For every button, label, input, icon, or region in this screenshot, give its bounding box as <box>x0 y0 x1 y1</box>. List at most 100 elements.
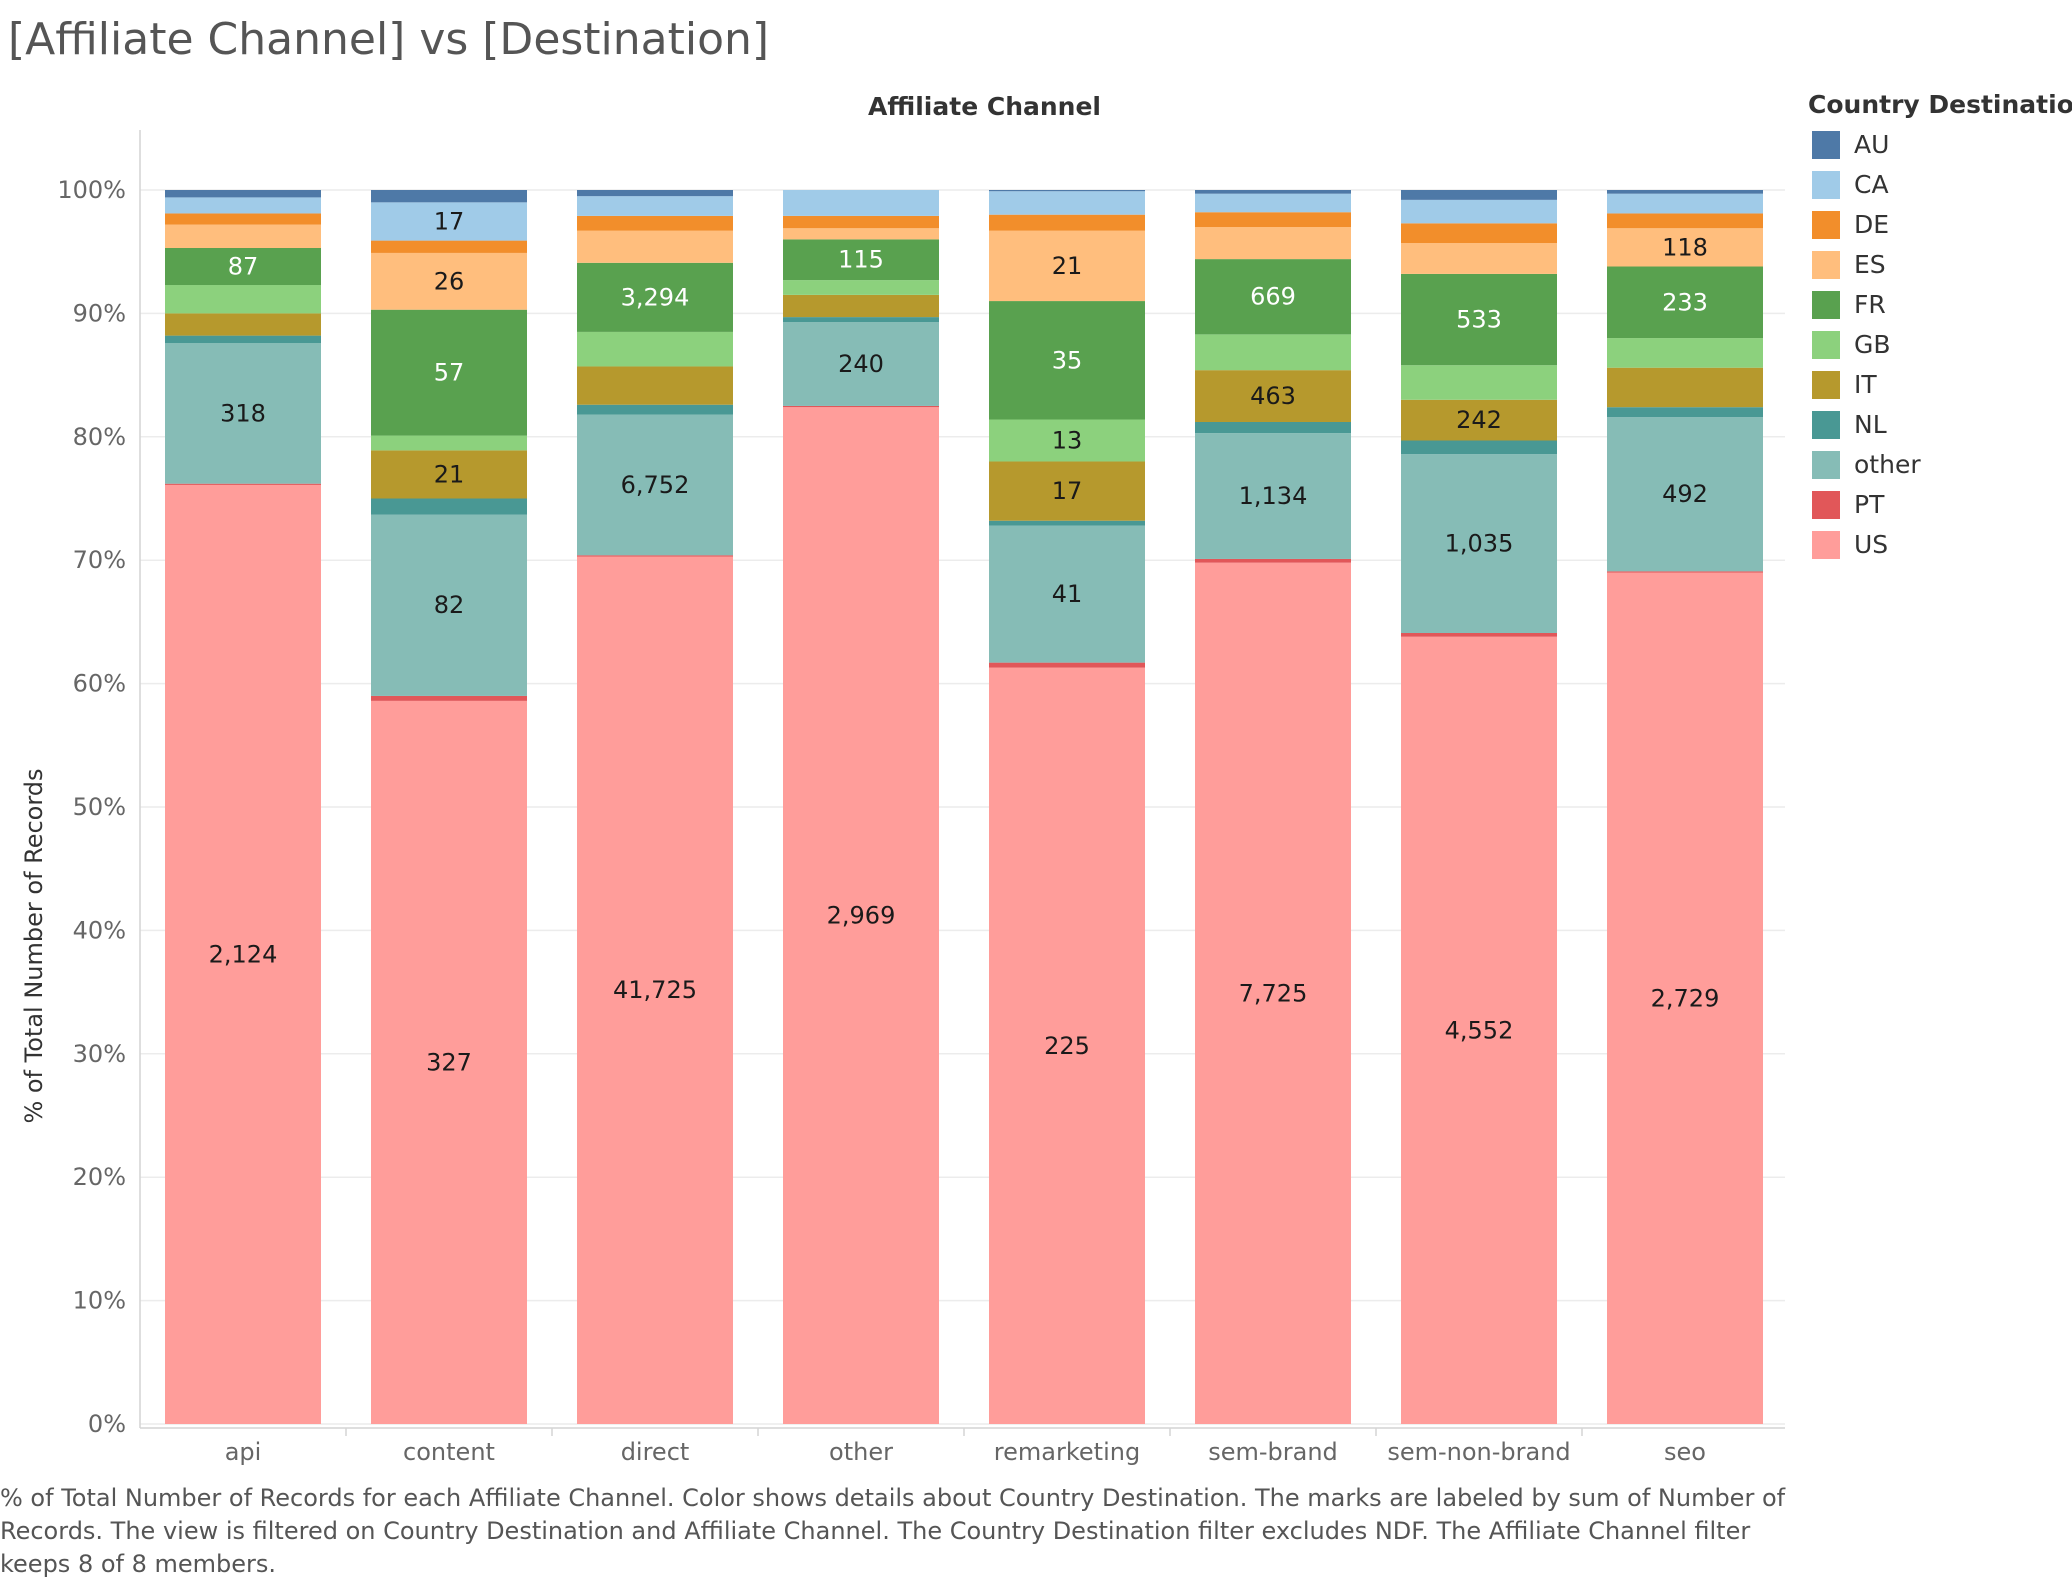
bar-segment-gb <box>577 331 733 367</box>
x-tick-label: other <box>829 1438 893 1466</box>
x-tick-label: sem-non-brand <box>1387 1438 1570 1466</box>
data-label: 327 <box>426 1048 472 1076</box>
bar-segment-it <box>989 461 1145 521</box>
bar-segment-es <box>1401 243 1557 274</box>
bar-segment-gb <box>165 285 321 314</box>
bar-segment-it <box>577 366 733 405</box>
bar-segment-us <box>577 556 733 1424</box>
bar-segment-de <box>1607 213 1763 229</box>
bar-segment-nl <box>783 317 939 323</box>
data-label: 41,725 <box>613 976 697 1004</box>
bar-segment-au <box>371 190 527 203</box>
legend-label: CA <box>1854 170 1889 199</box>
bar-segment-au <box>1195 190 1351 194</box>
bar-segment-fr <box>1195 259 1351 335</box>
bar-segment-gb <box>989 419 1145 462</box>
x-tick-label: sem-brand <box>1208 1438 1338 1466</box>
bar-segment-au <box>989 190 1145 192</box>
y-tick-label: 20% <box>73 1163 126 1191</box>
bar-segment-nl <box>989 520 1145 526</box>
bar-segment-it <box>165 313 321 336</box>
bar-segment-gb <box>783 280 939 295</box>
x-tick-label: content <box>403 1438 495 1466</box>
bar-segment-ca <box>989 191 1145 215</box>
data-label: 21 <box>1052 252 1083 280</box>
bar-segment-pt <box>1607 571 1763 573</box>
legend-swatch <box>1812 491 1840 519</box>
data-label: 1,035 <box>1445 530 1514 558</box>
y-tick-label: 70% <box>73 546 126 574</box>
data-label: 17 <box>1052 477 1083 505</box>
bar-segment-pt <box>577 555 733 557</box>
stacked-bar-chart: 0% 10% 20% 30% 40% 50% 60% 70% 80% 90% 100% 2,124 31… <box>57 130 1785 1466</box>
data-label: 3,294 <box>621 283 690 311</box>
bar-segment-other <box>371 514 527 696</box>
bar-segment-au <box>165 190 321 198</box>
bar-segment-pt <box>989 662 1145 668</box>
legend-label: NL <box>1854 410 1887 439</box>
legend-swatch <box>1812 251 1840 279</box>
bar-segment-us <box>1195 562 1351 1424</box>
data-label: 463 <box>1250 382 1296 410</box>
data-label: 7,725 <box>1239 979 1308 1007</box>
bar-segment-au <box>1401 190 1557 200</box>
bar-segment-nl <box>165 335 321 344</box>
bar-segment-other <box>165 343 321 484</box>
bar-segment-it <box>1195 370 1351 422</box>
data-label: 118 <box>1662 233 1708 261</box>
bar-segment-es <box>783 228 939 240</box>
bar-segment-es <box>1195 227 1351 260</box>
bar-segment-fr <box>989 301 1145 420</box>
bar-segment-it <box>371 450 527 499</box>
data-label: 41 <box>1052 580 1083 608</box>
legend-swatch <box>1812 211 1840 239</box>
bar-segment-de <box>783 215 939 229</box>
x-tick-label: direct <box>621 1438 690 1466</box>
bar-segment-gb <box>1607 338 1763 368</box>
data-label: 240 <box>838 350 884 378</box>
bar-segment-nl <box>371 498 527 515</box>
data-label: 4,552 <box>1445 1016 1514 1044</box>
legend-label: GB <box>1854 330 1891 359</box>
y-tick-label: 50% <box>73 793 126 821</box>
bar-segment-fr <box>783 239 939 281</box>
bar-segment-ca <box>165 197 321 214</box>
bar-segment-fr <box>371 309 527 436</box>
column-header: Affiliate Channel <box>868 92 1101 121</box>
legend-swatch <box>1812 371 1840 399</box>
bar-segment-au <box>577 190 733 197</box>
bar-segment-de <box>989 214 1145 231</box>
data-label: 35 <box>1052 346 1083 374</box>
x-tick-label: api <box>225 1438 262 1466</box>
legend-swatch <box>1812 171 1840 199</box>
data-label: 2,729 <box>1651 984 1720 1012</box>
legend-label: FR <box>1854 290 1886 319</box>
bar-segment-it <box>783 294 939 318</box>
bar-segment-pt <box>783 405 939 408</box>
data-label: 2,124 <box>209 940 278 968</box>
y-tick-label: 60% <box>73 670 126 698</box>
chart-title: [Affiliate Channel] vs [Destination] <box>8 14 770 65</box>
bar-segment-de <box>1401 223 1557 244</box>
data-label: 57 <box>434 359 465 387</box>
bar-segment-ca <box>1607 193 1763 214</box>
data-label: 1,134 <box>1239 482 1308 510</box>
bar-segment-other <box>577 414 733 556</box>
bar-segment-it <box>1607 367 1763 408</box>
bar-segment-us <box>165 484 321 1424</box>
bar-segment-other <box>1401 454 1557 634</box>
data-label: 492 <box>1662 480 1708 508</box>
bar-segment-de <box>577 215 733 231</box>
legend-label: DE <box>1854 210 1890 239</box>
bar-segment-ca <box>1401 199 1557 224</box>
legend-swatch <box>1812 131 1840 159</box>
bar-segment-us <box>371 700 527 1424</box>
y-tick-label: 80% <box>73 423 126 451</box>
legend-label: IT <box>1854 370 1877 399</box>
legend: Country Destination AU CA DE ES FR GB IT… <box>1808 90 2072 559</box>
bar-segment-other <box>1195 433 1351 559</box>
data-label: 2,969 <box>827 902 896 930</box>
bar-segment-fr <box>1607 266 1763 339</box>
legend-swatch <box>1812 331 1840 359</box>
bar-segment-es <box>989 230 1145 302</box>
